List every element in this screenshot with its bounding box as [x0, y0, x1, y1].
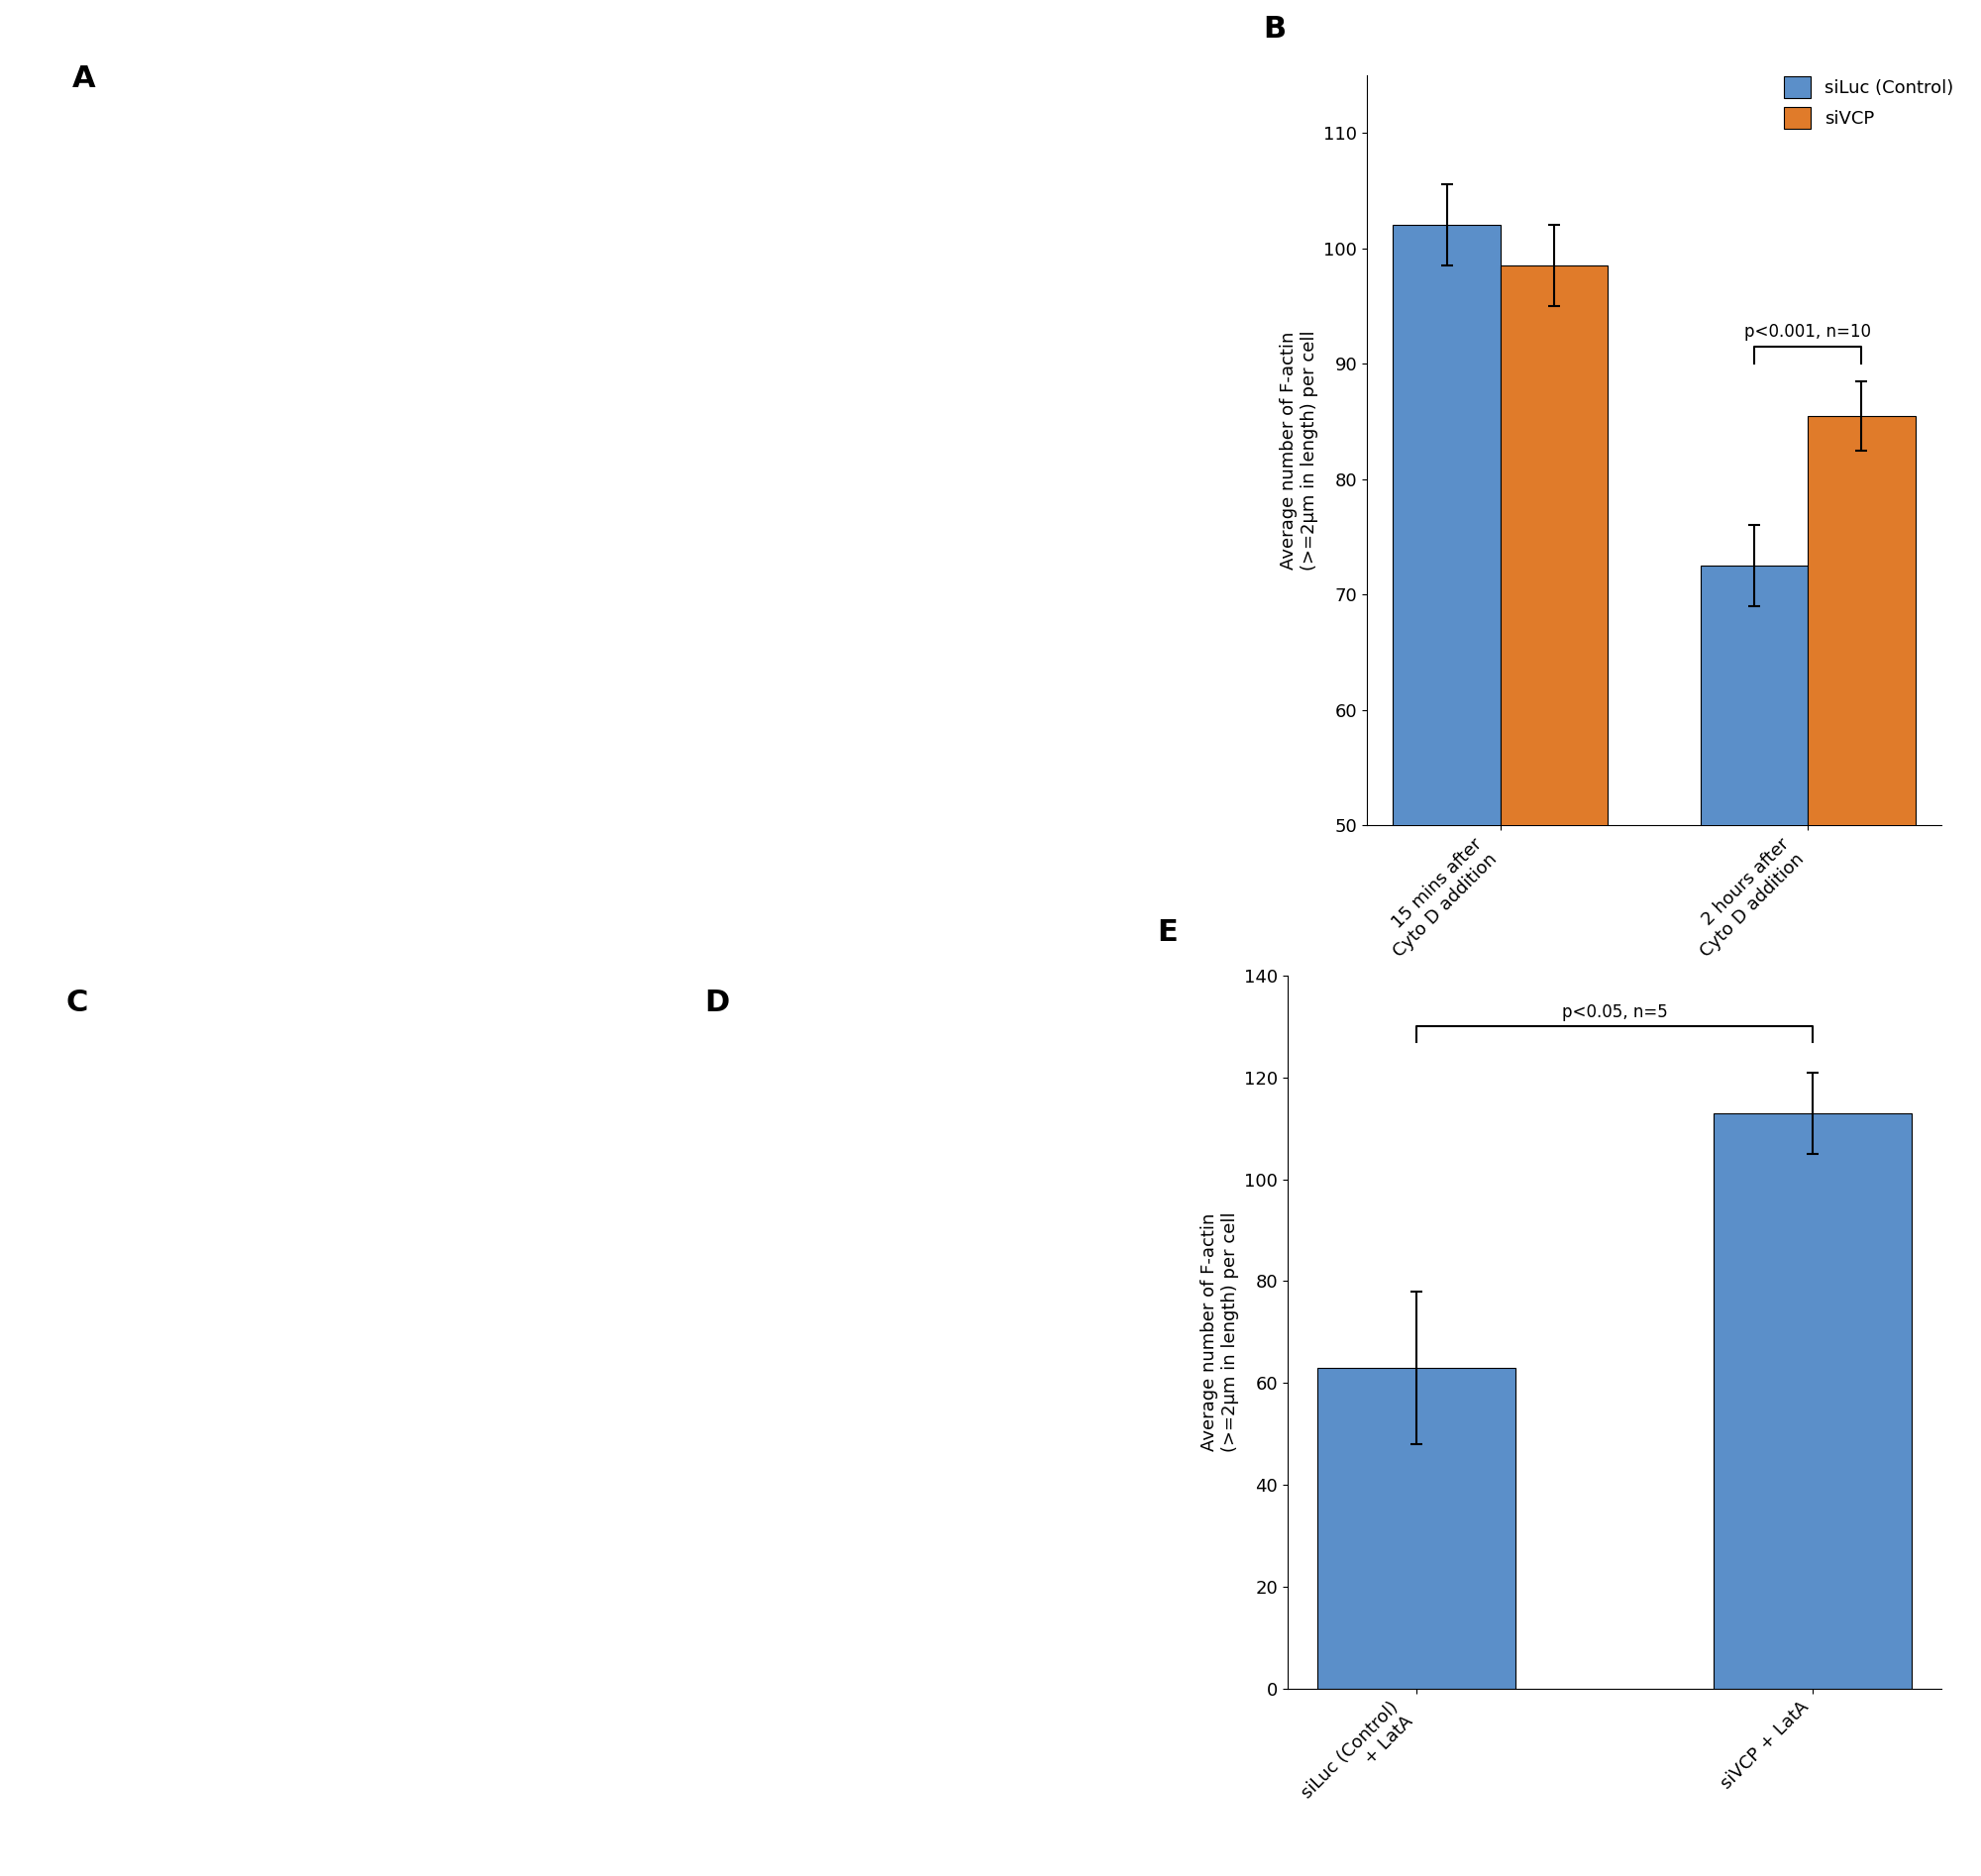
Bar [1714, 1112, 1912, 1688]
Bar [1700, 567, 1809, 1403]
Y-axis label: Average number of F-actin
(>=2μm in length) per cell: Average number of F-actin (>=2μm in leng… [1200, 1212, 1238, 1452]
Text: p<0.05, n=5: p<0.05, n=5 [1561, 1004, 1668, 1021]
Text: E: E [1157, 919, 1177, 947]
Text: C: C [65, 989, 87, 1017]
Bar [1393, 225, 1500, 1403]
Text: p<0.001, n=10: p<0.001, n=10 [1745, 323, 1872, 341]
Legend: siLuc (Control), siVCP: siLuc (Control), siVCP [1777, 69, 1961, 135]
Bar [1809, 416, 1916, 1403]
Text: A: A [71, 64, 95, 94]
Bar [1317, 1368, 1515, 1688]
Y-axis label: Average number of F-actin
(>=2μm in length) per cell: Average number of F-actin (>=2μm in leng… [1280, 330, 1317, 570]
Bar [1500, 266, 1609, 1403]
Text: B: B [1264, 15, 1286, 43]
Text: D: D [705, 989, 729, 1017]
